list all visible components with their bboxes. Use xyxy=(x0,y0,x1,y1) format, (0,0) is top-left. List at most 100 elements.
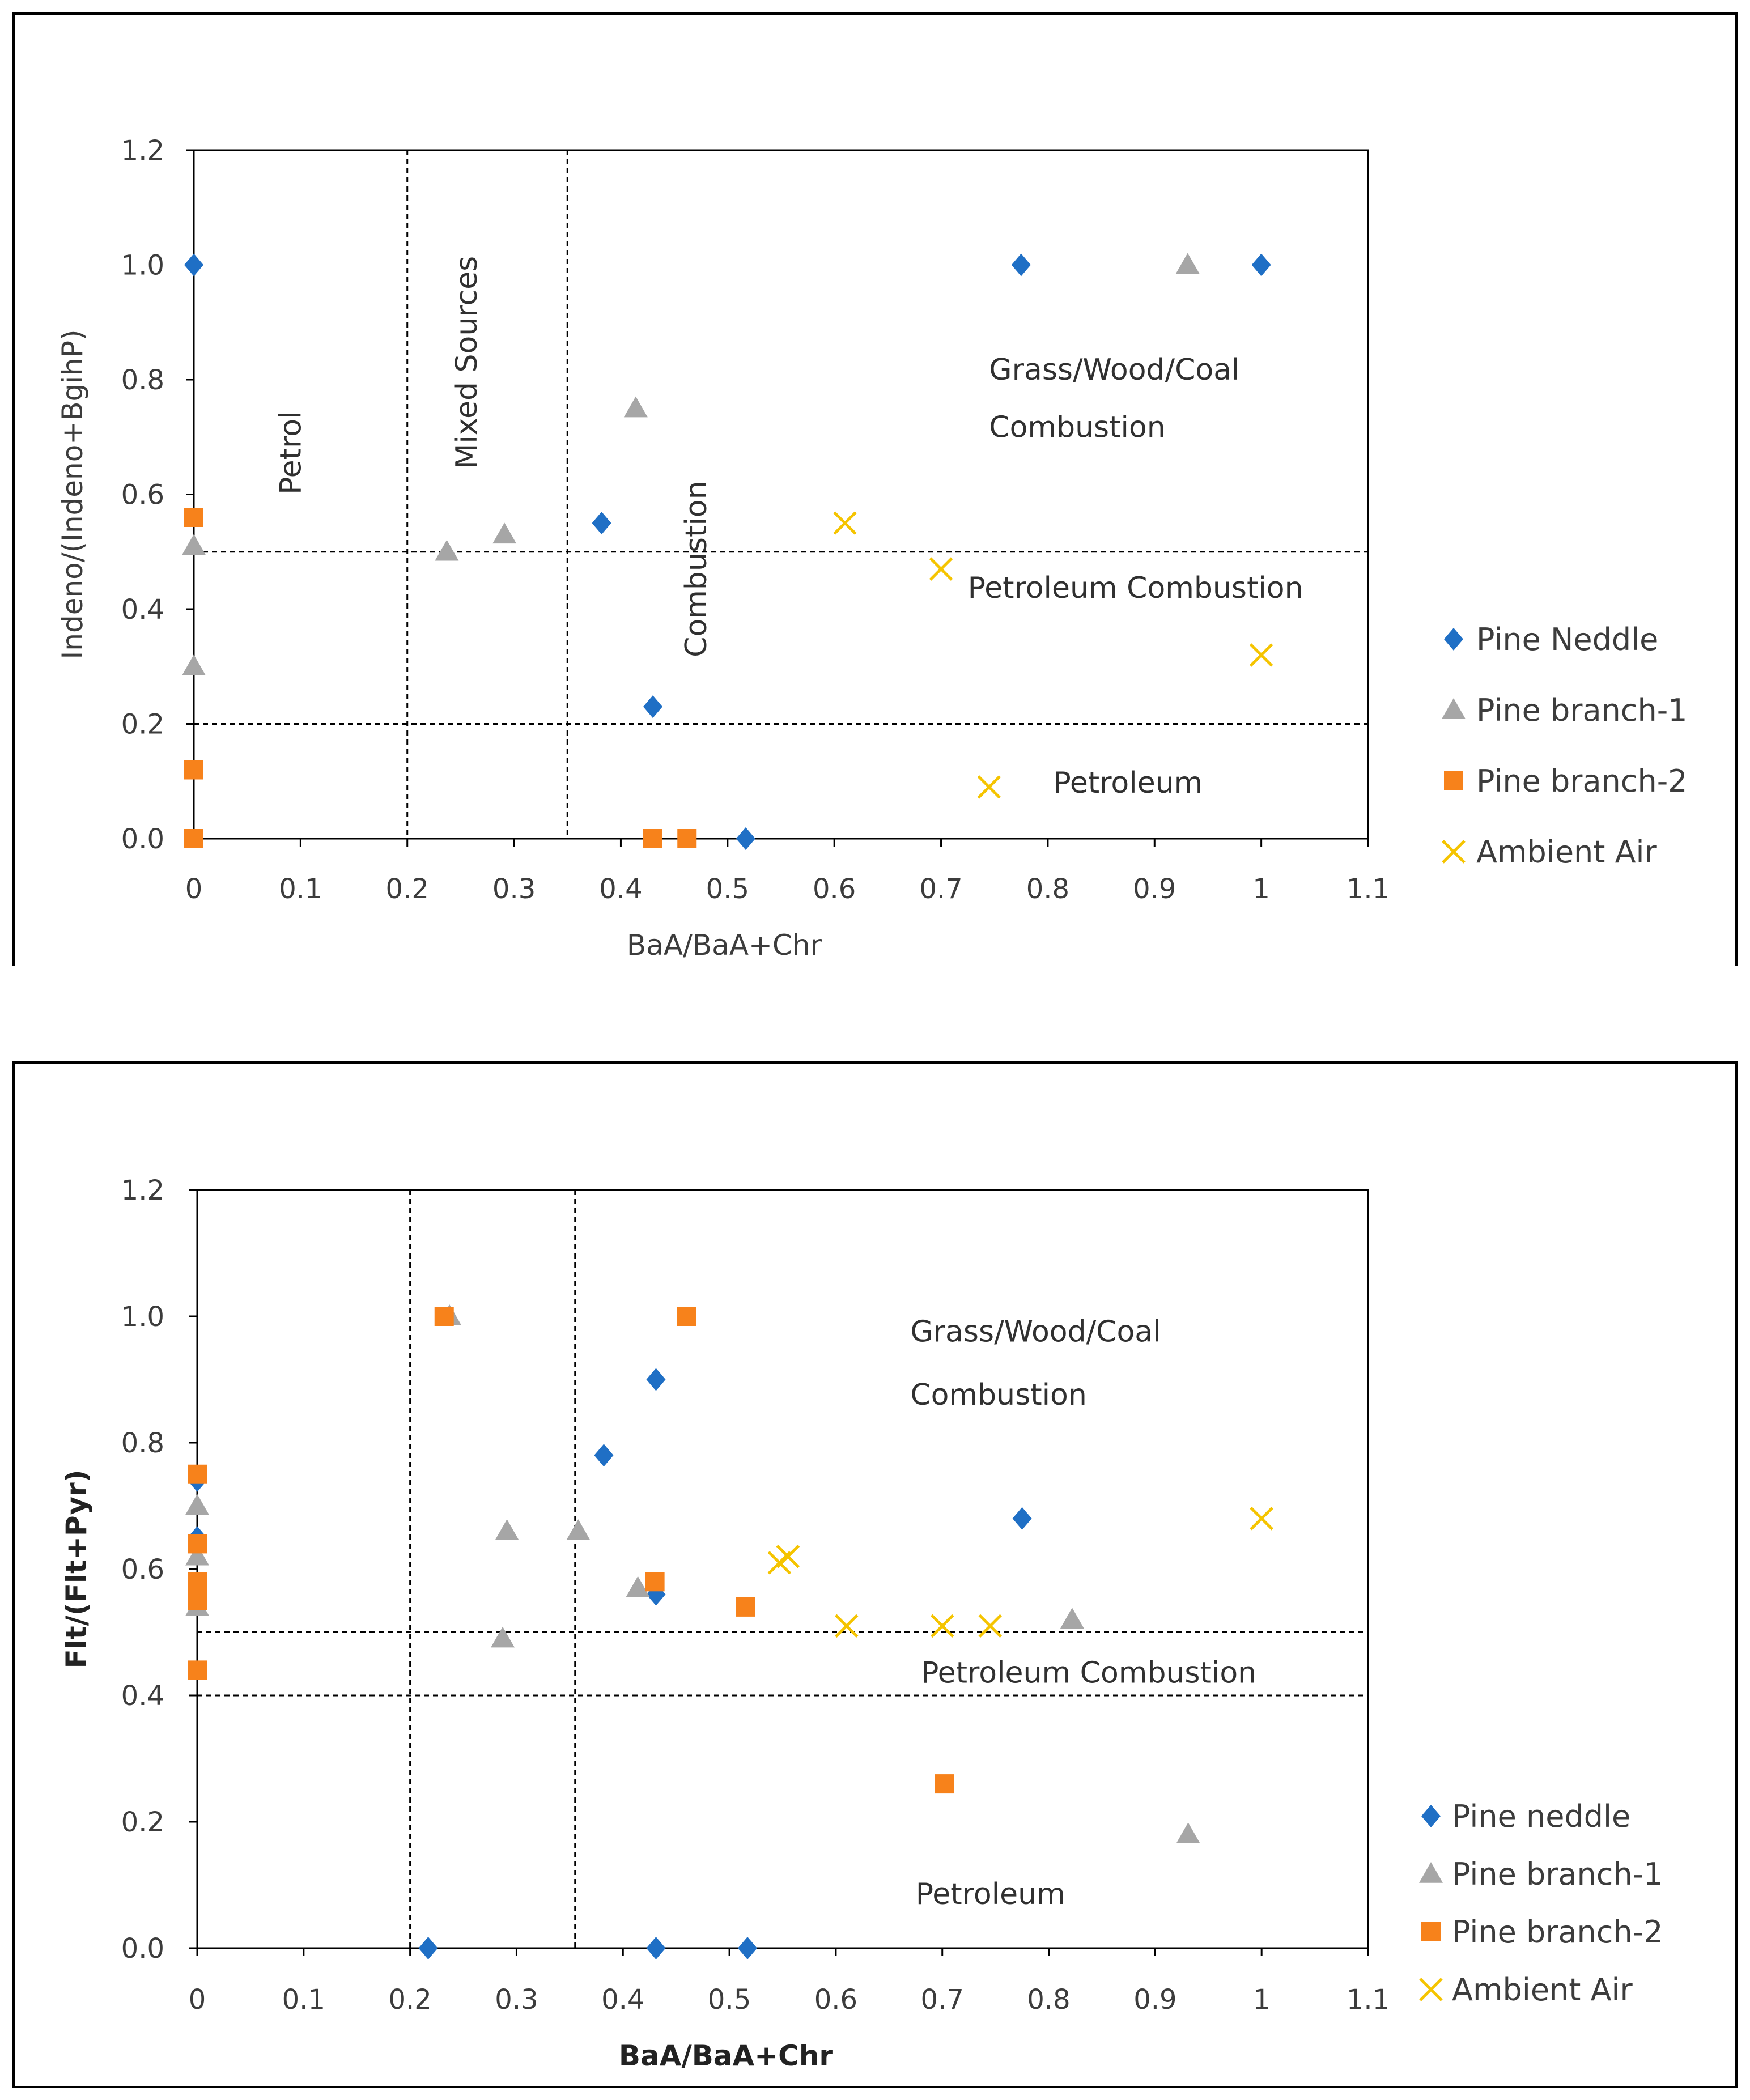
x-tick-label: 0.1 xyxy=(279,873,322,905)
annotation-label: Combustion xyxy=(910,1378,1086,1412)
x-tick-label: 1.1 xyxy=(1347,1984,1390,2016)
legend-label: Pine branch-2 xyxy=(1452,1914,1663,1950)
data-point xyxy=(736,827,755,850)
annotation-label: Combustion xyxy=(679,481,713,657)
data-point xyxy=(188,1591,207,1610)
x-tick-label: 0.5 xyxy=(706,873,749,905)
y-tick-label: 0.8 xyxy=(121,1427,164,1459)
data-point xyxy=(1251,253,1271,277)
panel-2-frame xyxy=(12,1061,1738,2088)
data-point xyxy=(776,1544,800,1568)
data-point xyxy=(184,253,203,277)
annotation-label: Mixed Sources xyxy=(450,256,484,469)
data-point xyxy=(185,1544,209,1566)
x-tick-label: 0.5 xyxy=(708,1984,751,2016)
data-point xyxy=(929,557,953,581)
legend-marker xyxy=(1419,1978,1443,2001)
panel-1-frame xyxy=(12,12,1738,966)
data-point xyxy=(643,829,662,848)
x-tick-label: 0.1 xyxy=(282,1984,325,2016)
legend-marker xyxy=(1421,1805,1441,1827)
x-tick-label: 0.4 xyxy=(599,873,642,905)
data-point xyxy=(977,775,1001,799)
data-point xyxy=(930,1614,954,1638)
annotation-label: Petroleum Combustion xyxy=(921,1656,1256,1690)
x-tick-label: 0.7 xyxy=(921,1984,964,2016)
x-tick-label: 1.1 xyxy=(1347,873,1390,905)
data-point xyxy=(834,1614,859,1638)
x-tick-label: 0.8 xyxy=(1027,1984,1070,2016)
data-point xyxy=(677,1307,696,1326)
series-pine-needle xyxy=(184,253,1271,850)
data-point xyxy=(738,1937,758,1959)
data-point xyxy=(184,760,203,780)
data-point xyxy=(188,1660,207,1680)
data-point xyxy=(491,1626,515,1648)
data-point xyxy=(645,1572,665,1592)
y-tick-label: 0.0 xyxy=(121,823,164,855)
data-point xyxy=(188,1534,207,1554)
legend-label: Pine neddle xyxy=(1452,1799,1630,1834)
data-point xyxy=(182,534,206,555)
annotation-label: Petroleum xyxy=(1053,766,1203,800)
data-point xyxy=(418,1937,438,1959)
legend-label: Pine branch-1 xyxy=(1452,1856,1663,1892)
annotation-label: Petroleum Combustion xyxy=(968,571,1303,605)
legend-label: Ambient Air xyxy=(1452,1972,1633,2008)
x-tick-label: 0.6 xyxy=(814,1984,857,2016)
x-tick-label: 0.3 xyxy=(495,1984,538,2016)
legend-label: Pine branch-1 xyxy=(1476,692,1688,728)
legend-marker xyxy=(1444,628,1463,651)
data-point xyxy=(566,1519,591,1540)
data-point xyxy=(495,1519,519,1540)
data-point xyxy=(492,522,517,544)
x-tick-label: 0.9 xyxy=(1133,873,1176,905)
data-point xyxy=(646,1368,666,1391)
x-tick-label: 1 xyxy=(1253,1984,1271,2016)
x-tick-label: 0.8 xyxy=(1026,873,1069,905)
y-tick-label: 0.4 xyxy=(121,1680,164,1712)
data-point xyxy=(978,1614,1003,1638)
y-tick-label: 0.0 xyxy=(121,1933,164,1965)
x-axis-title: BaA/BaA+Chr xyxy=(627,929,822,962)
data-point xyxy=(626,1576,650,1597)
data-point xyxy=(188,1572,207,1592)
data-point xyxy=(1012,1507,1032,1530)
data-point xyxy=(592,512,611,535)
legend-marker xyxy=(1419,1862,1443,1883)
annotation-clip-group: Petroleum xyxy=(1053,766,1203,800)
y-tick-label: 0.6 xyxy=(121,1554,164,1585)
legend-marker xyxy=(1442,840,1466,864)
x-tick-label: 0.2 xyxy=(388,1984,431,2016)
y-tick-label: 1.2 xyxy=(121,1175,164,1206)
annotation-label: Grass/Wood/Coal xyxy=(910,1315,1161,1349)
data-point xyxy=(1060,1608,1084,1629)
data-point xyxy=(1175,253,1200,274)
data-point xyxy=(935,1774,954,1794)
data-point xyxy=(1176,1822,1200,1844)
series-pine-branch-2 xyxy=(188,1307,954,1794)
chart-indeno-vs-baa: 0 0.1 0.2 0.3 0.4 0.5 0.6 0.7 0.8 0.9 1 1.1 0.0 0.2 0.… xyxy=(56,135,1688,962)
data-point xyxy=(1011,253,1031,277)
y-axis-title: Indeno/(Indeno+BgihP) xyxy=(56,330,89,660)
legend-label: Ambient Air xyxy=(1476,834,1658,870)
x-tick-label: 0 xyxy=(189,1984,206,2016)
plot-area xyxy=(193,149,1369,840)
data-point xyxy=(623,396,648,418)
y-axis-title: Flt/(Flt+Pyr) xyxy=(60,1469,93,1668)
y-tick-label: 0.2 xyxy=(121,1806,164,1838)
y-tick-label: 0.6 xyxy=(121,479,164,511)
x-tick-label: 1 xyxy=(1252,873,1270,905)
annotation-clip-group: Petroleum xyxy=(916,1877,1065,1911)
data-point xyxy=(646,1937,666,1959)
annotation-label: Combustion xyxy=(989,410,1165,444)
legend-label: Pine branch-2 xyxy=(1476,763,1688,799)
data-point xyxy=(184,508,203,527)
data-point xyxy=(185,1494,209,1515)
data-point xyxy=(435,539,459,561)
legend-marker xyxy=(1444,771,1463,790)
data-point xyxy=(1250,1507,1273,1531)
annotation-label: Petroleum xyxy=(916,1877,1065,1911)
x-axis-title: BaA/BaA+Chr xyxy=(619,2039,834,2072)
series-pine-branch-1 xyxy=(182,253,1200,675)
